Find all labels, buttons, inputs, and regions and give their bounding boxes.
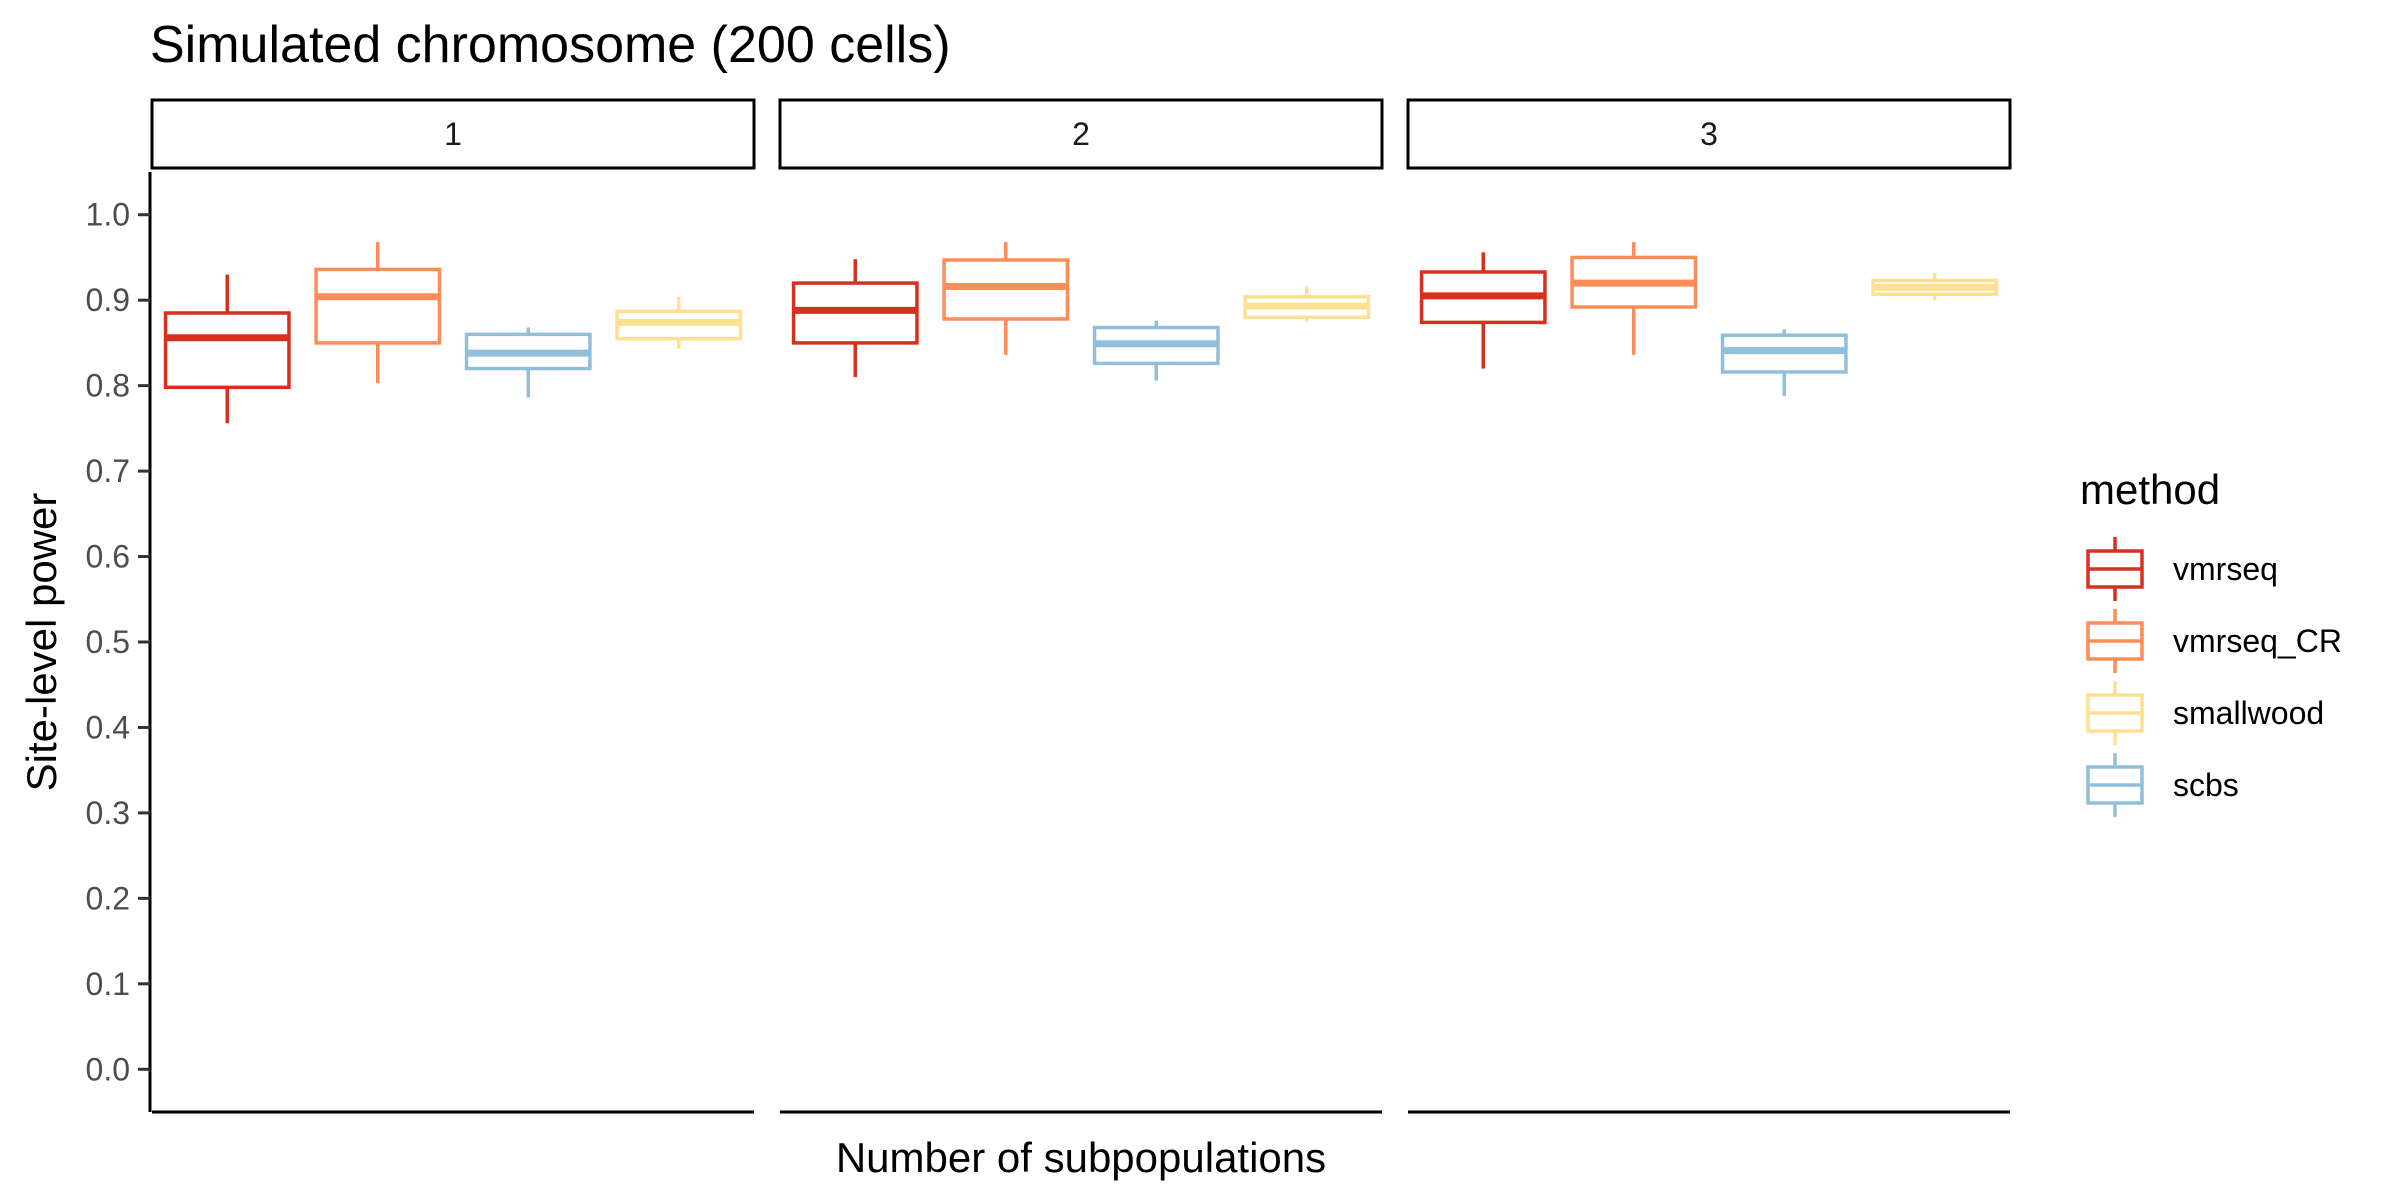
legend-entry-vmrseq: vmrseq [2086, 537, 2278, 601]
legend: method vmrseq vmrseq_CR smallwood scbs [2080, 466, 2342, 817]
x-axis-title: Number of subpopulations [836, 1134, 1326, 1181]
facet-strip-2 [778, 98, 1384, 170]
box-smallwood-facet-1 [615, 296, 743, 349]
legend-title: method [2080, 466, 2220, 513]
legend-label: scbs [2173, 767, 2239, 803]
facet-panel-2: 2 [778, 98, 1384, 1114]
y-axis-title: Site-level power [18, 493, 65, 792]
facet-strip-3 [1406, 98, 2012, 170]
box-scbs-facet-1 [464, 327, 592, 398]
facets: 1 2 3 [150, 98, 2012, 1114]
legend-entry-scbs: scbs [2086, 753, 2239, 817]
y-axis: 0.0 0.1 0.2 0.3 0.4 0.5 0.6 0.7 0.8 0.9 1.0 [86, 172, 152, 1112]
box-vmrseq_CR-facet-1 [314, 242, 442, 384]
y-tick-label: 0.3 [86, 795, 130, 831]
box-scbs-facet-2 [1092, 320, 1220, 381]
y-tick-label: 0.2 [86, 880, 130, 916]
legend-label: smallwood [2173, 695, 2324, 731]
y-tick-label: 0.5 [86, 624, 130, 660]
facet-strip-label: 1 [444, 116, 462, 152]
legend-entry-vmrseq_CR: vmrseq_CR [2086, 609, 2342, 673]
facet-strip-label: 3 [1700, 116, 1718, 152]
chart-title: Simulated chromosome (200 cells) [150, 16, 951, 74]
legend-label: vmrseq [2173, 551, 2278, 587]
y-tick-label: 0.1 [86, 966, 130, 1002]
box-body [314, 267, 442, 345]
box-scbs-facet-3 [1720, 329, 1848, 396]
box-vmrseq-facet-3 [1419, 252, 1547, 369]
facet-panel-1: 1 [150, 98, 756, 1114]
box-smallwood-facet-3 [1871, 272, 1999, 301]
legend-label: vmrseq_CR [2173, 623, 2342, 659]
box-body [163, 311, 291, 390]
box-vmrseq-facet-2 [791, 259, 919, 378]
box-vmrseq_CR-facet-3 [1570, 242, 1698, 355]
y-tick-label: 0.6 [86, 539, 130, 575]
box-smallwood-facet-2 [1243, 286, 1371, 322]
legend-entry-smallwood: smallwood [2086, 681, 2324, 745]
y-tick-label: 0.8 [86, 368, 130, 404]
y-tick-label: 0.7 [86, 453, 130, 489]
facet-strip-label: 2 [1072, 116, 1090, 152]
y-tick-label: 0.4 [86, 709, 130, 745]
y-tick-label: 0.0 [86, 1051, 130, 1087]
facet-panel-3: 3 [1406, 98, 2012, 1114]
box-vmrseq_CR-facet-2 [942, 242, 1070, 355]
y-tick-label: 1.0 [86, 197, 130, 233]
y-tick-label: 0.9 [86, 282, 130, 318]
box-vmrseq-facet-1 [163, 274, 291, 424]
facet-strip-1 [150, 98, 756, 170]
